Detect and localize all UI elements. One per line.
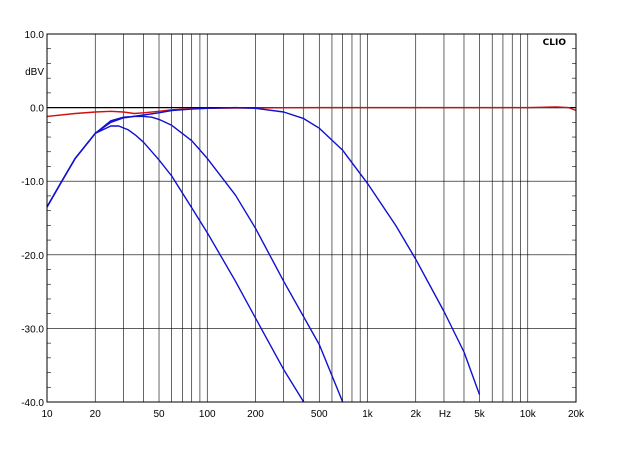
series-line-2 [46, 125, 305, 403]
x-tick-label: 20 [90, 409, 102, 420]
x-tick-label: 10k [520, 409, 537, 420]
y-tick-label: 10.0 [25, 30, 45, 41]
x-tick-label: 50 [153, 409, 165, 420]
y-tick-label: 0.0 [30, 104, 44, 115]
y-tick-label: -10.0 [21, 177, 44, 188]
x-tick-label: 20k [568, 409, 585, 420]
series-line-4 [46, 106, 481, 395]
x-tick-label: 5k [474, 409, 486, 420]
tick-labels: 10.0 0.0 -10.0 -20.0 -30.0 -40.010 20 50 100 200 5… [21, 30, 585, 420]
series-group [46, 106, 577, 403]
x-tick-label: 500 [311, 409, 328, 420]
brand-label: CLIO [543, 38, 567, 48]
x-tick-label: 10 [41, 409, 53, 420]
x-tick-label: 2k [410, 409, 422, 420]
y-tick-label: -20.0 [21, 251, 44, 262]
plot-frame [46, 33, 577, 403]
y-axis-label: dBV [25, 67, 44, 78]
series-line-3 [46, 115, 344, 403]
x-tick-label: 200 [247, 409, 264, 420]
series-line-1 [46, 106, 577, 118]
x-tick-label: 100 [199, 409, 216, 420]
y-tick-label: -40.0 [21, 398, 44, 409]
y-tick-label: -30.0 [21, 324, 44, 335]
grid [47, 34, 576, 402]
x-tick-label: 1k [362, 409, 374, 420]
x-axis-label: Hz [439, 409, 451, 420]
